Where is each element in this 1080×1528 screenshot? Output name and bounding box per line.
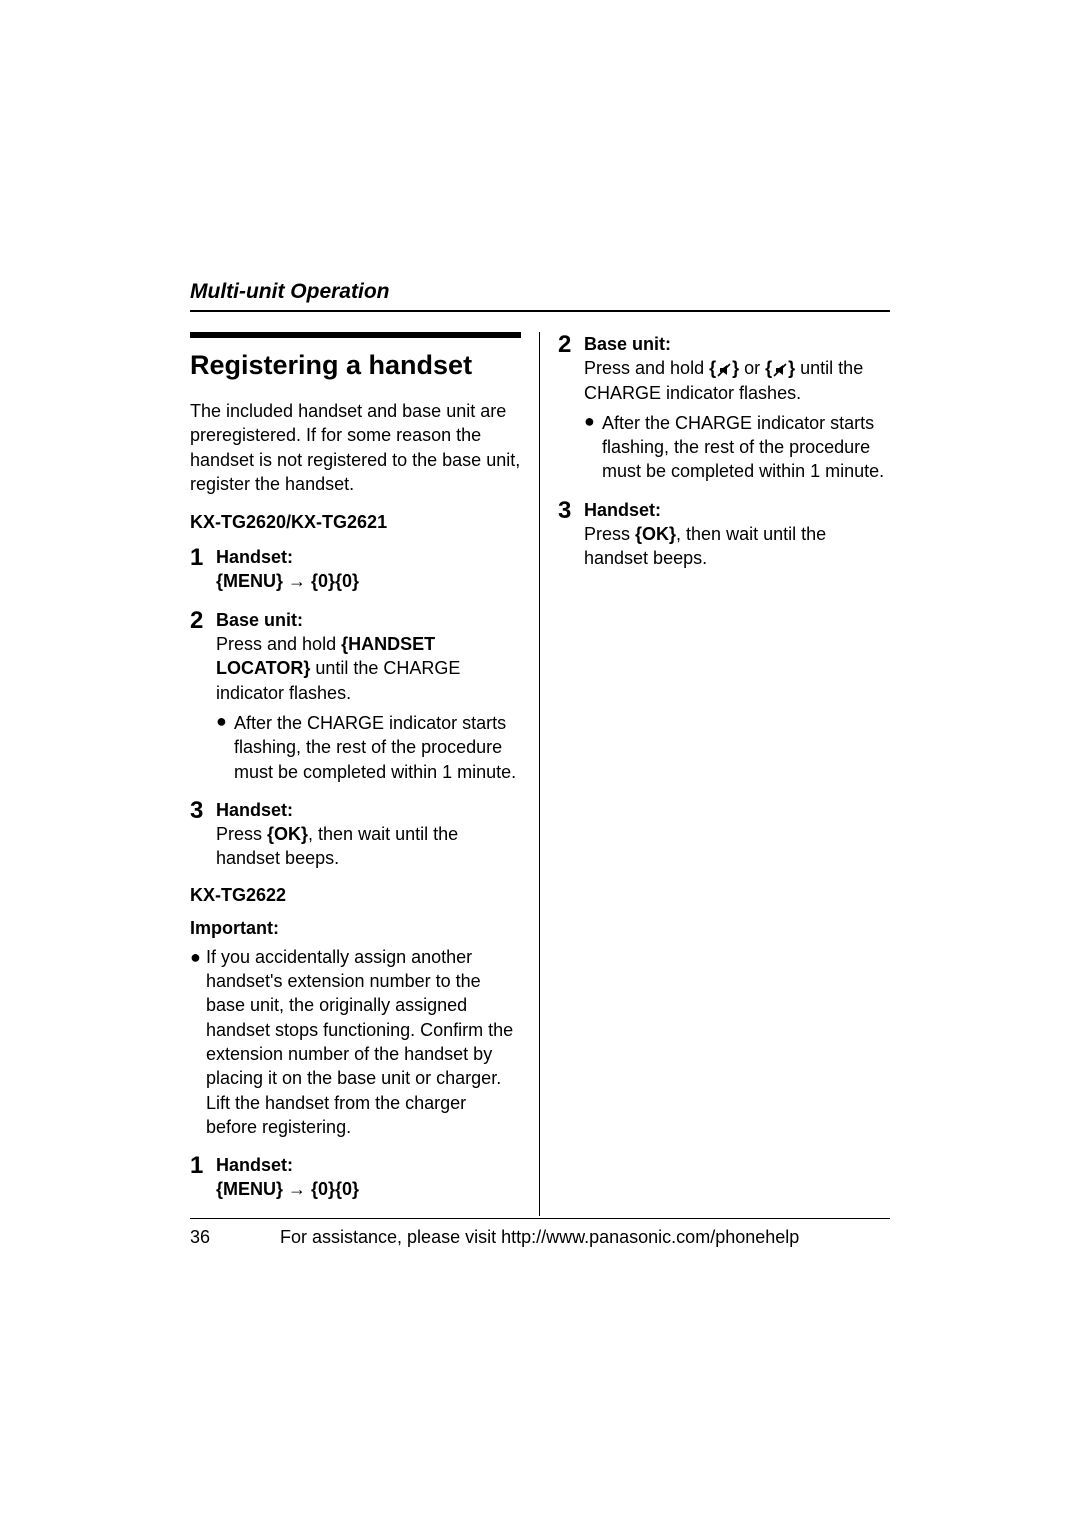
step-b1: 1 Handset: {MENU} → {0}{0} <box>190 1153 521 1202</box>
step-text: Press <box>216 824 267 844</box>
two-column-layout: Registering a handset The included hands… <box>190 332 890 1216</box>
bullet-dot: ● <box>216 711 234 784</box>
model-heading-a: KX-TG2620/KX-TG2621 <box>190 512 521 533</box>
step-a2: 2 Base unit: Press and hold {HANDSET LOC… <box>190 608 521 784</box>
important-bullet: ● If you accidentally assign another han… <box>190 945 521 1139</box>
bullet-text: After the CHARGE indicator starts flashi… <box>234 711 521 784</box>
step-text: Press and hold <box>584 358 709 378</box>
page-heading: Registering a handset <box>190 350 521 381</box>
step-number: 3 <box>558 498 584 571</box>
key-sequence: {MENU} → {0}{0} <box>216 571 359 591</box>
step-body: Handset: Press {OK}, then wait until the… <box>216 798 521 871</box>
step-label: Handset: <box>584 500 661 520</box>
step-label: Handset: <box>216 800 293 820</box>
key-name: {OK} <box>267 824 308 844</box>
step-number: 2 <box>190 608 216 784</box>
page-number: 36 <box>190 1227 280 1248</box>
step-body: Handset: Press {OK}, then wait until the… <box>584 498 890 571</box>
key-name: {OK} <box>635 524 676 544</box>
step-r2: 2 Base unit: Press and hold {} or {} unt… <box>558 332 890 484</box>
step-body: Handset: {MENU} → {0}{0} <box>216 1153 521 1202</box>
left-column: Registering a handset The included hands… <box>190 332 540 1216</box>
page-footer: 36 For assistance, please visit http://w… <box>190 1218 890 1248</box>
sub-bullet: ● After the CHARGE indicator starts flas… <box>584 411 890 484</box>
important-text: If you accidentally assign another hands… <box>206 945 521 1139</box>
sub-bullet: ● After the CHARGE indicator starts flas… <box>216 711 521 784</box>
bullet-text: After the CHARGE indicator starts flashi… <box>602 411 890 484</box>
step-a3: 3 Handset: Press {OK}, then wait until t… <box>190 798 521 871</box>
right-column: 2 Base unit: Press and hold {} or {} unt… <box>540 332 890 1216</box>
step-text: Press <box>584 524 635 544</box>
bullet-dot: ● <box>584 411 602 484</box>
step-body: Base unit: Press and hold {} or {} until… <box>584 332 890 484</box>
step-label: Base unit: <box>584 334 671 354</box>
step-body: Base unit: Press and hold {HANDSET LOCAT… <box>216 608 521 784</box>
step-r3: 3 Handset: Press {OK}, then wait until t… <box>558 498 890 571</box>
important-label: Important: <box>190 918 521 939</box>
mute-key-icon: {} <box>765 358 795 378</box>
page-content: Multi-unit Operation Registering a hands… <box>0 0 1080 1216</box>
step-number: 1 <box>190 545 216 594</box>
step-number: 3 <box>190 798 216 871</box>
step-text: or <box>739 358 765 378</box>
key-sequence: {MENU} → {0}{0} <box>216 1179 359 1199</box>
step-number: 1 <box>190 1153 216 1202</box>
model-heading-b: KX-TG2622 <box>190 885 521 906</box>
step-number: 2 <box>558 332 584 484</box>
step-body: Handset: {MENU} → {0}{0} <box>216 545 521 594</box>
footer-text: For assistance, please visit http://www.… <box>280 1227 890 1248</box>
bullet-dot: ● <box>190 945 206 1139</box>
intro-paragraph: The included handset and base unit are p… <box>190 399 521 496</box>
heading-rule <box>190 332 521 338</box>
step-label: Handset: <box>216 547 293 567</box>
step-label: Base unit: <box>216 610 303 630</box>
section-title: Multi-unit Operation <box>190 280 890 312</box>
mute-key-icon: {} <box>709 358 739 378</box>
step-text: Press and hold <box>216 634 341 654</box>
step-a1: 1 Handset: {MENU} → {0}{0} <box>190 545 521 594</box>
step-label: Handset: <box>216 1155 293 1175</box>
